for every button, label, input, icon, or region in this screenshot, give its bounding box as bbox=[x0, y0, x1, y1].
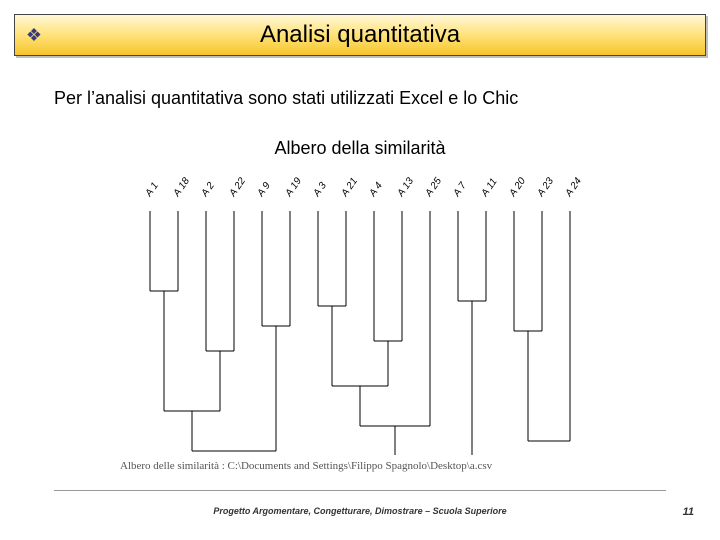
bullet-icon: ❖ bbox=[15, 25, 53, 46]
dendro-label: A 1 bbox=[143, 180, 161, 199]
title-bar: ❖ Analisi quantitativa bbox=[14, 14, 706, 56]
dendro-label: A 19 bbox=[283, 176, 304, 200]
page-number: 11 bbox=[683, 506, 694, 518]
dendrogram-chart: A 1 A 18 A 2 A 22 A 9 A 19 A 3 A 21 A 4 A 13 A 25 A… bbox=[120, 175, 600, 455]
dendro-label: A 24 bbox=[563, 176, 584, 200]
dendro-label: A 23 bbox=[535, 176, 556, 200]
intro-text: Per l’analisi quantitativa sono stati ut… bbox=[54, 88, 674, 109]
dendro-label: A 11 bbox=[479, 176, 500, 199]
chart-caption: Albero delle similarità : C:\Documents a… bbox=[120, 460, 492, 472]
dendro-label: A 21 bbox=[339, 176, 360, 200]
dendro-label: A 18 bbox=[171, 176, 192, 200]
dendro-label: A 13 bbox=[395, 176, 416, 200]
chart-subtitle: Albero della similarità bbox=[0, 138, 720, 159]
footer-divider bbox=[54, 490, 666, 491]
dendro-label: A 3 bbox=[311, 180, 329, 199]
slide: ❖ Analisi quantitativa Per l’analisi qua… bbox=[0, 0, 720, 540]
dendro-label: A 20 bbox=[507, 176, 528, 200]
dendro-label: A 22 bbox=[227, 176, 248, 200]
dendro-label: A 25 bbox=[423, 176, 444, 200]
dendro-label: A 9 bbox=[255, 180, 273, 199]
slide-title: Analisi quantitativa bbox=[53, 21, 705, 49]
dendro-label: A 2 bbox=[199, 180, 217, 199]
footer-text: Progetto Argomentare, Congetturare, Dimo… bbox=[0, 506, 720, 516]
dendro-label: A 4 bbox=[367, 180, 385, 199]
dendro-label: A 7 bbox=[451, 180, 469, 199]
